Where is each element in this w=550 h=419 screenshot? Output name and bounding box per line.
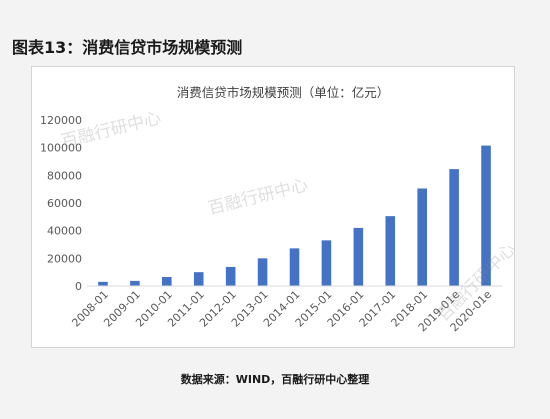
bar-2008-01	[98, 281, 108, 286]
y-axis-ticks: 0 20000 40000 60000 80000 100000 120000	[40, 114, 82, 293]
bar-2019-01e	[449, 169, 459, 286]
bar-2015-01	[321, 240, 332, 286]
bar-2012-01	[225, 266, 236, 286]
bar-2010-01	[162, 277, 172, 286]
y-tick-label-3: 60000	[47, 197, 82, 210]
bar-2011-01	[193, 272, 204, 286]
bar-2017-01	[385, 216, 396, 286]
source-note: 数据来源：WIND，百融行研中心整理	[180, 373, 370, 386]
bars	[98, 145, 491, 286]
bar-chart: 消费信贷市场规模预测（单位：亿元） 0 20000 40000 60000 80000 1…	[40, 85, 502, 335]
y-tick-label-1: 20000	[47, 252, 82, 265]
bar-2009-01	[130, 280, 140, 286]
bar-2014-01	[289, 248, 300, 286]
chart-container: 消费信贷市场规模预测（单位：亿元） 0 20000 40000 60000 80000 1…	[31, 66, 515, 348]
figure-title: 图表13：消费信贷市场规模预测	[12, 38, 243, 57]
bar-2016-01	[353, 227, 364, 286]
y-tick-label-4: 80000	[47, 169, 82, 182]
bar-2020-01e	[481, 145, 491, 286]
chart-title: 消费信贷市场规模预测（单位：亿元）	[177, 85, 390, 100]
y-tick-label-5: 100000	[40, 142, 82, 155]
bar-2013-01	[257, 258, 268, 286]
y-tick-label-2: 40000	[47, 225, 82, 238]
y-tick-label-0: 0	[75, 280, 82, 293]
x-axis-ticks: 2008-012009-012010-012011-012012-012013-…	[69, 288, 494, 335]
y-tick-label-6: 120000	[40, 114, 82, 127]
bar-2018-01	[417, 188, 427, 286]
